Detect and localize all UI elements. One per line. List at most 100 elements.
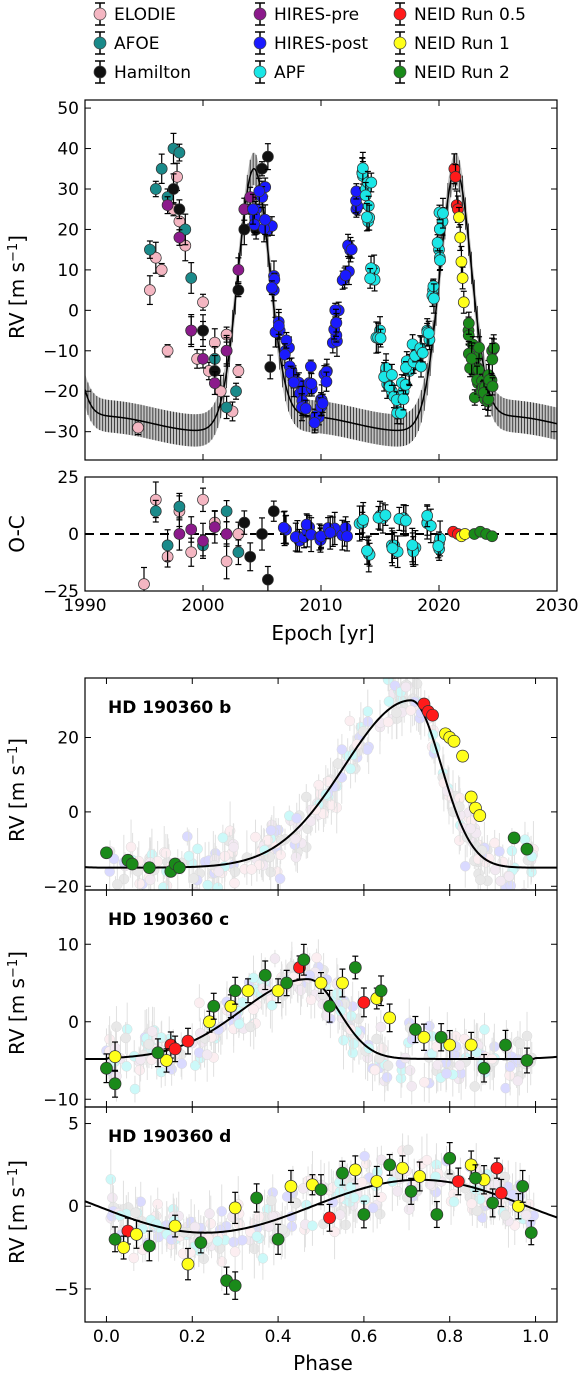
bg-marker <box>262 1204 273 1215</box>
data-point <box>370 1165 384 1198</box>
bg-marker <box>216 1206 227 1217</box>
marker <box>434 1030 448 1044</box>
bg-marker <box>228 1023 239 1035</box>
bg-marker <box>430 1186 442 1198</box>
data-point <box>323 989 336 1023</box>
x-tick-label: 0.2 <box>179 1327 206 1347</box>
bg-marker <box>209 867 220 879</box>
data-point <box>314 971 328 995</box>
marker <box>130 1227 143 1241</box>
plot-area <box>85 1133 557 1300</box>
marker <box>462 317 475 330</box>
bg-marker <box>391 713 403 724</box>
bg-marker <box>371 1033 382 1045</box>
bg-marker <box>210 863 222 875</box>
bg-marker <box>194 997 205 1009</box>
legend-entry: HIRES-post <box>253 31 368 55</box>
marker <box>241 984 255 998</box>
marker <box>431 236 444 249</box>
bg-marker <box>198 1253 210 1264</box>
bg-marker <box>143 1027 154 1039</box>
residual-panel: O-C Epoch [yr] −25 0 25 1990 2000 2010 2020 203… <box>5 468 579 645</box>
marker <box>339 269 352 282</box>
marker <box>424 520 437 532</box>
marker <box>345 243 358 256</box>
series-elodie <box>132 162 245 436</box>
bg-marker <box>152 856 163 867</box>
bg-marker <box>206 1240 217 1251</box>
bg-marker <box>290 833 301 845</box>
y-tick-label: 25 <box>57 468 79 488</box>
legend-entry: AFOE <box>93 31 160 55</box>
series-neid-run-2 <box>100 831 534 878</box>
marker <box>320 375 333 388</box>
data-point <box>271 1223 285 1255</box>
panel-title-background <box>105 1126 235 1148</box>
legend-label: AFOE <box>114 34 160 54</box>
marker <box>359 189 372 202</box>
bg-marker <box>296 837 307 849</box>
data-point <box>486 342 499 376</box>
marker <box>250 1191 263 1205</box>
bg-marker <box>146 1026 158 1037</box>
bg-marker <box>205 1218 217 1229</box>
marker <box>386 369 398 381</box>
marker <box>486 380 499 393</box>
data-point <box>462 311 475 335</box>
y-tick-label: 0 <box>68 1197 79 1217</box>
data-point <box>168 1035 182 1063</box>
residual-point <box>277 511 290 545</box>
data-point <box>266 280 278 296</box>
marker <box>173 231 186 244</box>
data-point <box>272 311 285 340</box>
marker <box>125 857 139 871</box>
residual-point <box>173 492 186 521</box>
bg-marker <box>273 824 284 836</box>
marker <box>374 984 388 998</box>
bg-marker <box>158 882 169 890</box>
data-point <box>456 266 469 290</box>
bg-marker <box>389 680 401 691</box>
bg-marker <box>305 994 317 1006</box>
marker <box>167 183 180 195</box>
marker <box>383 1158 397 1172</box>
marker <box>287 376 300 389</box>
series-neid-run-2 <box>468 525 498 543</box>
data-point <box>258 960 272 991</box>
bg-marker <box>405 705 417 716</box>
bg-marker <box>512 1075 524 1087</box>
bg-marker <box>336 744 348 755</box>
marker <box>161 539 174 552</box>
marker <box>181 1034 195 1048</box>
bg-marker <box>134 878 145 889</box>
panel-title-d: HD 190360 d <box>108 1127 231 1147</box>
legend-marker <box>93 65 107 79</box>
bg-marker <box>432 1168 444 1179</box>
residual-point <box>432 533 445 559</box>
legend-entry: APF <box>253 60 306 84</box>
data-point <box>464 790 478 804</box>
bg-marker <box>355 1025 367 1037</box>
bg-marker <box>125 841 137 853</box>
marker <box>280 334 293 347</box>
bg-marker <box>440 1057 452 1069</box>
bg-marker <box>143 1039 155 1050</box>
data-point <box>130 1219 143 1249</box>
y-tick-label: −10 <box>43 342 79 362</box>
data-point <box>256 161 268 177</box>
marker <box>323 999 336 1013</box>
bg-marker <box>409 667 419 677</box>
bg-marker <box>266 1195 277 1206</box>
bg-marker <box>445 1196 457 1207</box>
marker <box>185 272 198 284</box>
bg-marker <box>257 860 269 871</box>
bg-marker <box>465 823 476 834</box>
plot-area <box>85 132 557 447</box>
bg-marker <box>239 863 250 875</box>
legend-marker <box>253 65 267 79</box>
legend-label: HIRES-pre <box>274 5 359 25</box>
bg-marker <box>267 1187 278 1198</box>
data-point <box>143 1230 156 1262</box>
bg-marker <box>520 1209 532 1221</box>
data-point <box>181 1027 195 1055</box>
